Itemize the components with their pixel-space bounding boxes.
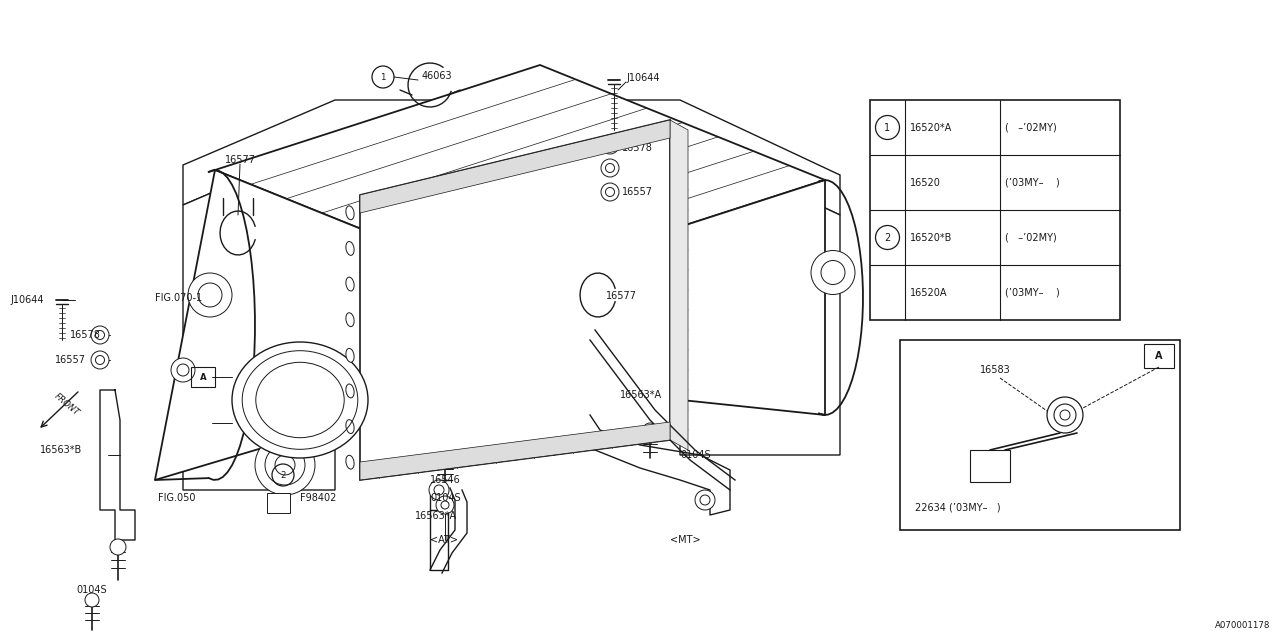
Circle shape	[602, 183, 620, 201]
Polygon shape	[183, 140, 335, 490]
Text: J10644: J10644	[10, 295, 44, 305]
Text: FRONT: FRONT	[52, 392, 81, 417]
Polygon shape	[490, 180, 826, 415]
Polygon shape	[970, 450, 1010, 482]
Ellipse shape	[346, 313, 355, 326]
Circle shape	[84, 593, 99, 607]
Ellipse shape	[346, 384, 355, 398]
Text: 16557: 16557	[55, 355, 86, 365]
Circle shape	[429, 480, 449, 500]
Circle shape	[436, 496, 454, 514]
Text: FIG.070-1: FIG.070-1	[155, 293, 202, 303]
Circle shape	[643, 423, 657, 437]
Text: (’03MY–    ): (’03MY– )	[1005, 177, 1060, 188]
Polygon shape	[155, 170, 500, 480]
Text: 16546: 16546	[430, 475, 461, 485]
Circle shape	[91, 351, 109, 369]
Circle shape	[188, 273, 232, 317]
Text: (’03MY–    ): (’03MY– )	[1005, 287, 1060, 298]
Text: 16577: 16577	[225, 155, 256, 165]
Circle shape	[1047, 397, 1083, 433]
Polygon shape	[183, 100, 840, 215]
Text: 16563*B: 16563*B	[40, 445, 82, 455]
Text: 16520: 16520	[910, 177, 941, 188]
Text: 16520A: 16520A	[910, 287, 947, 298]
Circle shape	[172, 358, 195, 382]
Circle shape	[282, 404, 298, 420]
Text: 22634 (’03MY–   ): 22634 (’03MY– )	[915, 503, 1001, 513]
Text: 16577: 16577	[605, 291, 637, 301]
Polygon shape	[680, 140, 840, 455]
Text: A070001178: A070001178	[1215, 621, 1270, 630]
Ellipse shape	[346, 420, 355, 433]
Text: A: A	[200, 372, 206, 381]
Polygon shape	[360, 120, 669, 480]
Text: 16557: 16557	[622, 187, 653, 197]
Circle shape	[91, 326, 109, 344]
Text: 0104S: 0104S	[430, 493, 461, 503]
Polygon shape	[360, 120, 669, 213]
Polygon shape	[215, 65, 826, 285]
Text: F98402: F98402	[300, 493, 337, 503]
Polygon shape	[268, 493, 291, 513]
Circle shape	[255, 435, 315, 495]
Polygon shape	[669, 120, 689, 450]
Circle shape	[602, 136, 620, 154]
Ellipse shape	[232, 342, 369, 458]
Text: 16520*B: 16520*B	[910, 232, 952, 243]
Ellipse shape	[346, 348, 355, 362]
Text: 16563*A: 16563*A	[415, 511, 457, 521]
Circle shape	[977, 464, 988, 476]
Text: 1: 1	[380, 72, 385, 81]
Text: 0104S: 0104S	[76, 585, 106, 595]
Text: FIG.050: FIG.050	[157, 493, 196, 503]
Ellipse shape	[346, 277, 355, 291]
Text: J10644: J10644	[626, 73, 659, 83]
Ellipse shape	[346, 455, 355, 469]
Text: A: A	[1156, 351, 1162, 361]
Text: 2: 2	[280, 470, 285, 479]
Text: <AT>: <AT>	[430, 535, 458, 545]
Circle shape	[812, 250, 855, 294]
Circle shape	[695, 490, 716, 510]
Text: 1: 1	[884, 122, 891, 132]
Text: (   –’02MY): ( –’02MY)	[1005, 232, 1057, 243]
Text: 16578: 16578	[70, 330, 101, 340]
Ellipse shape	[346, 206, 355, 220]
Text: 0104S: 0104S	[680, 450, 710, 460]
Polygon shape	[360, 422, 669, 480]
Text: 16563*A: 16563*A	[620, 390, 662, 400]
Circle shape	[602, 159, 620, 177]
Text: 16520*A: 16520*A	[910, 122, 952, 132]
Circle shape	[992, 464, 1004, 476]
Text: 16583: 16583	[980, 365, 1011, 375]
Bar	[900, 340, 1180, 530]
Text: 46063: 46063	[422, 71, 453, 81]
Text: 2: 2	[884, 232, 891, 243]
Ellipse shape	[346, 241, 355, 255]
Text: (   –’02MY): ( –’02MY)	[1005, 122, 1057, 132]
Circle shape	[110, 539, 125, 555]
Bar	[870, 100, 1120, 320]
Text: 16578: 16578	[622, 143, 653, 153]
Text: <MT>: <MT>	[669, 535, 700, 545]
